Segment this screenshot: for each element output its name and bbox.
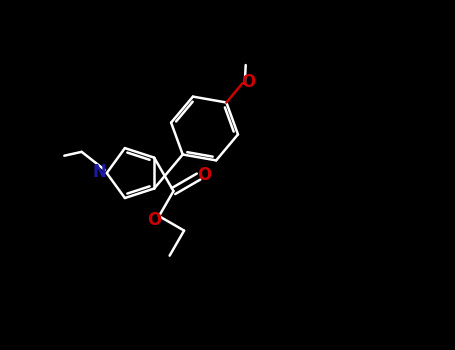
Text: N: N bbox=[93, 163, 107, 181]
Text: O: O bbox=[147, 211, 162, 229]
Text: O: O bbox=[241, 73, 255, 91]
Text: O: O bbox=[197, 166, 212, 184]
